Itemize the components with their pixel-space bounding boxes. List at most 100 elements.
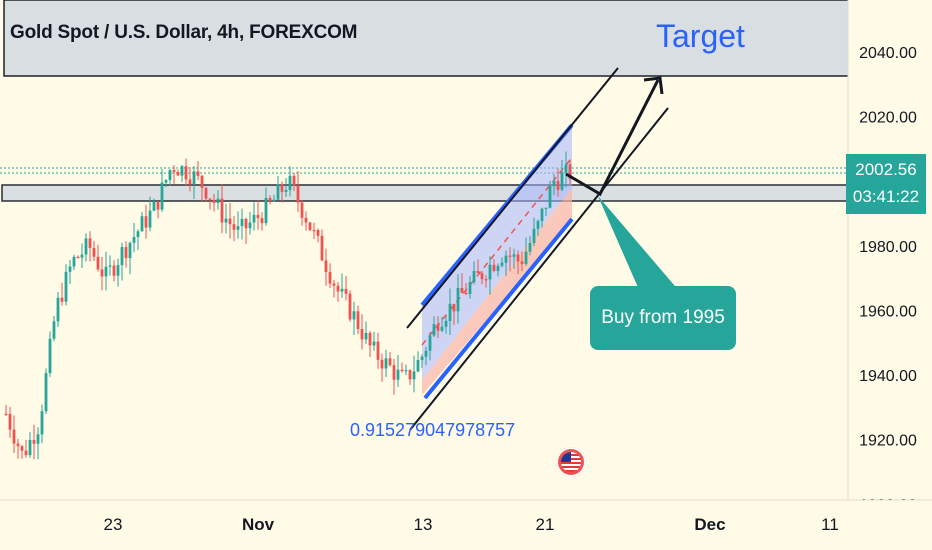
candle-body [352,311,356,320]
candle-body [532,228,536,244]
candle-body [292,175,296,186]
candle-body [204,187,208,199]
candle-body [528,243,532,252]
candle-body [48,338,52,374]
channel-upper-fill [422,125,572,380]
candle-body [256,214,260,219]
candle-body [448,303,452,321]
candle-body [508,255,512,257]
candle-body [264,197,268,224]
candle-body [400,369,404,372]
candle-body [268,197,272,202]
candle-body [172,170,176,172]
candle-body [248,222,252,229]
time-tick-label: Nov [242,515,275,534]
buy-callout-text: Buy from 1995 [601,307,725,328]
candle-body [128,242,132,259]
candle-body [496,265,500,271]
time-axis[interactable]: 23 Nov 13 21 Dec 11 [104,515,839,534]
candle-body [320,235,324,261]
candle-body [456,287,460,312]
candle-body [472,270,476,283]
candle-body [120,247,124,266]
candle-body [224,218,228,223]
callout-pointer [598,196,680,292]
candle-body [228,218,232,225]
candle-body [276,184,280,200]
price-tick-label: 2020.00 [859,110,917,127]
candle-body [124,247,128,259]
candle-body [544,207,548,209]
candle-body [484,279,488,281]
candle-body [432,324,436,336]
price-tick-label: 1920.00 [859,433,917,450]
candle-body [428,335,432,351]
candle-body [304,217,308,223]
candle-body [160,182,164,210]
candle-body [212,199,216,203]
bar-countdown: 03:41:22 [852,187,920,206]
candle-body [284,189,288,192]
candle-body [20,446,24,451]
candle-body [296,185,300,203]
candle-body [36,434,40,444]
trend-line-lower [409,107,669,431]
candle-body [96,256,100,270]
candle-body [8,413,12,430]
candle-body [416,359,420,372]
ratio-label: 0.915279047978757 [350,420,516,440]
candle-body [72,256,76,267]
time-tick-label: 21 [536,515,555,534]
current-price-tag: 2002.56 03:41:22 [846,154,926,214]
candle-body [148,210,152,228]
candle-body [28,439,32,456]
candle-body [64,271,68,302]
candle-body [520,261,524,265]
candle-body [196,171,200,176]
candle-body [260,218,264,224]
candle-body [140,216,144,232]
candle-body [176,171,180,176]
trend-line-upper [406,67,619,329]
candle-body [192,171,196,185]
candle-body [56,297,60,322]
time-axis-bg [0,500,932,550]
candle-body [84,238,88,255]
candle-body [108,265,112,267]
candle-body [252,214,256,223]
candle-body [540,208,544,222]
candle-body [372,341,376,346]
candle-body [180,166,184,176]
candle-body [512,254,516,257]
candle-body [300,202,304,218]
forecast-arrowhead [643,76,664,95]
candle-body [100,269,104,277]
candle-body [356,311,360,330]
candle-body [88,238,92,248]
candle-body [564,164,568,173]
candle-body [16,443,20,447]
candle-body [556,180,560,190]
candle-body [144,216,148,228]
candle-body [236,226,240,230]
candle-body [524,251,528,265]
channel-lower-line [423,217,574,400]
buy-zone[interactable] [1,184,848,202]
current-price-value: 2002.56 [855,160,917,179]
candle-body [12,429,16,444]
candle-body [536,221,540,229]
price-tick-label: 1960.00 [859,303,917,320]
buy-callout[interactable]: Buy from 1995 [590,286,736,350]
target-zone[interactable] [3,0,850,77]
candle-body [152,201,156,211]
candle-body [464,292,468,295]
candle-body [112,265,116,276]
candles-group [4,151,572,460]
candle-body [168,170,172,181]
candle-body [208,198,212,200]
us-flag-icon[interactable] [556,447,586,477]
candle-body [40,411,44,435]
candle-body [548,186,552,208]
target-label: Target [656,18,745,54]
